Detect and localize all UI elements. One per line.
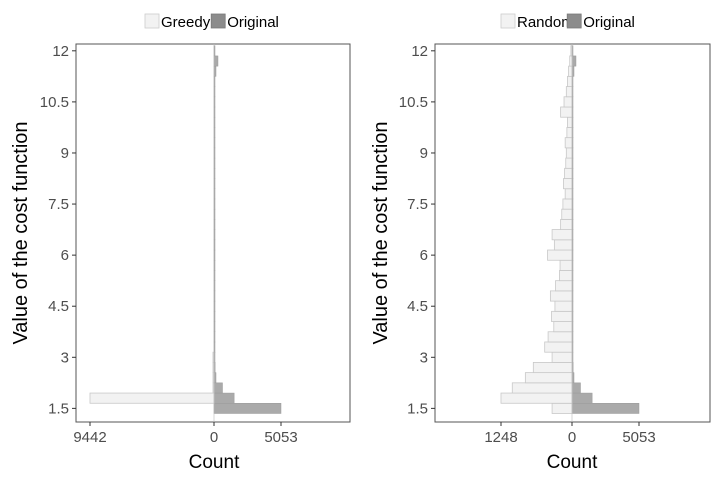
bar-random-13 — [555, 280, 573, 292]
x-tick-label: 9442 — [73, 429, 106, 446]
y-tick-label: 12 — [411, 43, 428, 60]
bar-original-1 — [213, 403, 282, 414]
y-tick-label: 6 — [420, 247, 428, 264]
legend-key-random — [500, 13, 516, 29]
bar-random-3 — [511, 382, 573, 394]
bar-random-5 — [532, 362, 573, 374]
x-tick-label: 5053 — [264, 429, 297, 446]
y-tick-label: 9 — [61, 145, 69, 162]
legend-label-original: Original — [583, 14, 635, 31]
bar-random-25 — [565, 157, 573, 169]
legend-label-original: Original — [227, 14, 279, 31]
bar-random-18 — [551, 229, 573, 241]
y-tick-label: 12 — [52, 43, 69, 60]
bar-random-4 — [524, 372, 573, 384]
bar-random-21 — [562, 198, 573, 210]
bar-random-31 — [563, 96, 573, 108]
bar-random-11 — [554, 300, 573, 312]
bar-random-16 — [547, 249, 573, 261]
legend: Random Original — [500, 13, 635, 31]
bar-random-30 — [560, 106, 573, 118]
y-axis-label: Value of the cost function — [370, 121, 392, 344]
bar-random-15 — [559, 259, 573, 271]
y-tick-label: 9 — [420, 145, 428, 162]
bar-random-28 — [566, 127, 573, 139]
bar-original-3 — [571, 382, 581, 394]
legend: Greedy Original — [144, 13, 279, 31]
bar-random-26 — [565, 147, 573, 159]
chart-panel-2: 1.5 3 4.5 6 7.5 9 10.5 12 1248 0 5053 Count Value of… — [370, 13, 711, 473]
bar-random-2 — [500, 392, 573, 404]
legend-key-original — [566, 13, 582, 29]
bar-random-32 — [565, 86, 573, 98]
y-tick-label: 7.5 — [407, 196, 428, 213]
bar-original-35 — [571, 55, 577, 67]
bar-random-10 — [551, 310, 573, 322]
bar-random-7 — [544, 341, 573, 353]
y-tick-label: 4.5 — [407, 298, 428, 315]
bar-original-3 — [213, 382, 223, 394]
y-tick-label: 1.5 — [48, 400, 69, 417]
chart-panel-1: 1.5 3 4.5 6 7.5 9 10.5 12 9442 0 5053 Count Value of… — [10, 13, 351, 473]
bar-original-1 — [571, 403, 640, 414]
bar-original-2 — [213, 392, 235, 404]
bar-random-24 — [564, 167, 573, 179]
legend-label-random: Random — [517, 14, 574, 31]
bar-random-9 — [553, 321, 573, 333]
bar-original-35 — [213, 55, 219, 67]
x-axis-label: Count — [189, 452, 240, 473]
y-axis-label: Value of the cost function — [10, 121, 32, 344]
y-tick-label: 10.5 — [40, 94, 69, 111]
bar-random-19 — [560, 218, 573, 230]
y-tick-label: 1.5 — [407, 400, 428, 417]
bar-random-34 — [568, 65, 573, 77]
bar-greedy-1 — [89, 392, 215, 404]
y-tick-label: 10.5 — [399, 94, 428, 111]
bar-random-8 — [547, 331, 573, 343]
bar-random-27 — [564, 137, 573, 149]
x-tick-label: 5053 — [622, 429, 655, 446]
bar-random-35 — [569, 55, 573, 67]
bar-original-2 — [571, 392, 593, 404]
bar-random-33 — [567, 75, 573, 87]
bar-random-14 — [559, 270, 573, 282]
y-tick-label: 4.5 — [48, 298, 69, 315]
bar-random-20 — [561, 208, 573, 220]
x-axis-label: Count — [547, 452, 598, 473]
x-tick-label: 0 — [210, 429, 218, 446]
x-tick-label: 1248 — [484, 429, 517, 446]
bar-random-23 — [563, 178, 573, 190]
y-tick-label: 3 — [420, 349, 428, 366]
x-tick-label: 0 — [568, 429, 576, 446]
legend-label-greedy: Greedy — [161, 14, 211, 31]
bar-random-17 — [553, 239, 573, 251]
legend-key-original — [210, 13, 226, 29]
bar-random-29 — [567, 116, 573, 128]
bar-random-22 — [564, 188, 573, 200]
y-tick-label: 7.5 — [48, 196, 69, 213]
bar-random-1 — [551, 402, 573, 414]
y-tick-label: 3 — [61, 349, 69, 366]
y-tick-label: 6 — [61, 247, 69, 264]
legend-key-greedy — [144, 13, 160, 29]
bar-random-12 — [549, 290, 573, 302]
bar-random-6 — [551, 351, 573, 363]
